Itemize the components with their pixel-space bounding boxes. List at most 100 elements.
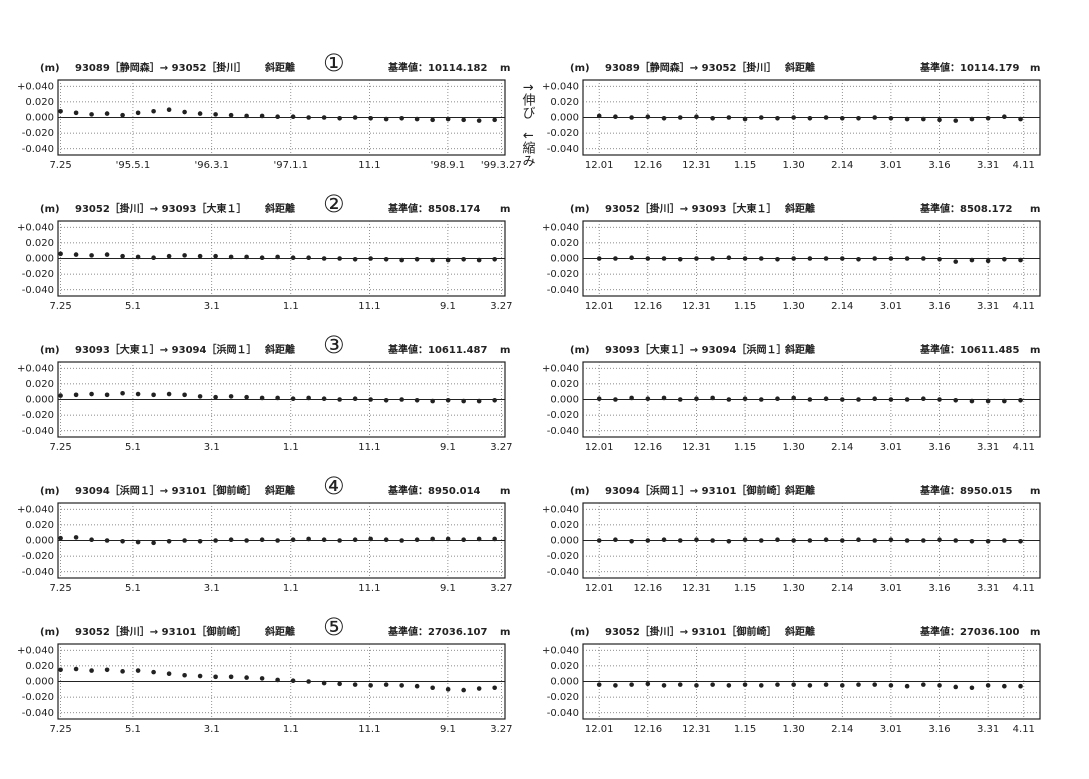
measure-label: 斜距離 [264, 61, 295, 74]
data-point [321, 680, 327, 686]
data-point [73, 110, 79, 116]
measure-label: 斜距離 [784, 625, 815, 638]
data-point [430, 398, 435, 404]
data-point [629, 395, 634, 401]
data-point [710, 115, 715, 121]
x-tick-label: 11.1 [358, 160, 380, 171]
data-point [275, 254, 280, 260]
y-tick-label: 0.020 [25, 661, 54, 672]
data-point [321, 256, 327, 261]
x-tick-label: 3.16 [928, 160, 950, 171]
x-tick-label: 3.16 [928, 442, 950, 453]
data-point [629, 538, 634, 544]
data-point [213, 394, 218, 400]
y-tick-label: +0.040 [17, 504, 54, 515]
x-tick-label: 4.11 [1013, 724, 1035, 735]
data-point [166, 538, 172, 544]
data-point [445, 397, 451, 403]
y-tick-label: -0.040 [547, 708, 579, 719]
x-tick-label: 12.01 [585, 160, 614, 171]
x-tick-label: 12.16 [634, 724, 663, 735]
data-point [321, 115, 327, 120]
data-point [476, 536, 482, 542]
data-point [823, 115, 829, 120]
data-point [661, 537, 667, 543]
data-point [921, 396, 926, 402]
data-point [839, 683, 845, 688]
x-tick-label: 3.01 [880, 301, 902, 312]
x-tick-label: 4.11 [1013, 301, 1035, 312]
data-point [742, 682, 748, 687]
y-tick-label: +0.040 [17, 363, 54, 374]
data-point [791, 115, 796, 120]
data-point [661, 256, 667, 261]
data-point [937, 537, 942, 543]
data-point [645, 681, 651, 687]
y-tick-label: 0.020 [550, 97, 579, 108]
panel-number: ③ [323, 331, 345, 359]
y-unit: (m) [570, 63, 590, 74]
data-point [807, 538, 813, 543]
reference-value: 基準値：8508.174 [387, 202, 481, 215]
data-point [629, 682, 634, 687]
data-point [135, 391, 141, 397]
data-point [872, 396, 878, 402]
y-tick-label: +0.040 [542, 645, 579, 656]
y-tick-label: -0.020 [547, 128, 579, 139]
y-tick-label: -0.020 [22, 692, 54, 703]
y-tick-label: 0.020 [550, 238, 579, 249]
data-point [1002, 114, 1007, 120]
x-tick-label: 2.14 [831, 160, 853, 171]
data-point [596, 538, 602, 543]
data-point [645, 114, 651, 120]
data-point [1002, 683, 1007, 689]
data-point [872, 256, 878, 261]
reference-unit: m [500, 486, 510, 497]
y-tick-label: -0.040 [22, 285, 54, 296]
data-point [461, 398, 466, 404]
data-point [677, 256, 683, 262]
data-point [368, 256, 373, 261]
data-point [888, 397, 894, 402]
data-point [290, 255, 296, 261]
data-point [1018, 683, 1023, 689]
y-tick-label: 0.000 [550, 677, 579, 688]
data-point [856, 115, 861, 121]
data-point [259, 537, 265, 543]
x-tick-label: 5.1 [125, 583, 141, 594]
route-title: 93052［掛川］→ 93093［大東１］ [75, 202, 246, 215]
x-tick-label: '96.3.1 [194, 160, 229, 171]
data-point [290, 537, 296, 543]
x-tick-label: 3.01 [880, 160, 902, 171]
x-tick-label: 3.31 [977, 301, 999, 312]
data-point [921, 538, 926, 543]
y-tick-label: +0.040 [542, 222, 579, 233]
data-point [791, 256, 796, 261]
data-point [383, 256, 389, 262]
data-point [921, 256, 926, 261]
data-point [694, 114, 699, 120]
x-tick-label: 11.1 [358, 301, 380, 312]
x-tick-label: 7.25 [49, 160, 71, 171]
reference-value: 基準値：10114.179 [919, 61, 1020, 74]
data-point [383, 537, 389, 543]
data-point [985, 398, 991, 404]
x-tick-label: 3.27 [490, 301, 512, 312]
data-point [791, 538, 796, 543]
data-point [352, 256, 358, 262]
reference-value: 基準値：8950.015 [919, 484, 1013, 497]
x-tick-label: 1.1 [283, 724, 299, 735]
measure-label: 斜距離 [784, 343, 815, 356]
x-tick-label: 4.11 [1013, 160, 1035, 171]
data-point [856, 682, 861, 687]
data-point [228, 112, 234, 118]
reference-value: 基準値：8508.172 [919, 202, 1013, 215]
x-tick-label: 1.1 [283, 583, 299, 594]
x-tick-label: 1.30 [783, 301, 805, 312]
data-point [120, 538, 125, 544]
x-tick-label: 3.27 [490, 724, 512, 735]
y-tick-label: -0.020 [547, 410, 579, 421]
x-tick-label: 3.31 [977, 160, 999, 171]
x-tick-label: 11.1 [358, 583, 380, 594]
x-tick-label: 3.16 [928, 301, 950, 312]
